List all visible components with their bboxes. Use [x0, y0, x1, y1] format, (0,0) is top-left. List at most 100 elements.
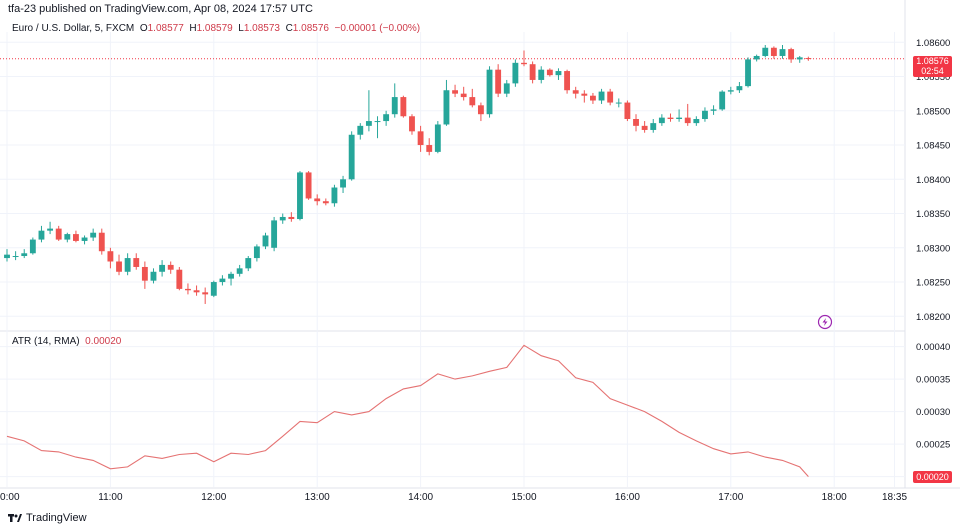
candle-body: [615, 102, 622, 104]
candle: [262, 232, 269, 250]
candle: [702, 107, 708, 122]
candle-body: [4, 254, 10, 259]
candle-body: [12, 256, 19, 258]
candle: [409, 114, 415, 135]
x-tick-label: 12:00: [201, 492, 226, 503]
candle-body: [555, 71, 562, 76]
candle-body: [29, 239, 36, 254]
candle: [529, 61, 536, 84]
candle-body: [753, 55, 760, 60]
symbol-label[interactable]: Euro / U.S. Dollar, 5, FXCM: [12, 23, 135, 34]
candle-body: [495, 69, 502, 94]
candle: [745, 57, 751, 88]
candle: [684, 103, 691, 126]
candle-body: [486, 69, 493, 115]
candle-body: [658, 117, 665, 124]
candle: [503, 79, 510, 98]
candle: [357, 123, 364, 140]
candle: [374, 116, 381, 139]
lightning-bolt-icon[interactable]: [817, 314, 833, 330]
candle: [667, 113, 674, 122]
candle: [727, 86, 734, 95]
candle: [305, 171, 312, 200]
candle: [47, 221, 54, 235]
candle: [219, 275, 226, 286]
price-tick-label: 1.08350: [916, 209, 950, 220]
footer-branding: TradingView: [8, 512, 87, 524]
high-value: 1.08579: [196, 23, 233, 34]
open-value: 1.08577: [147, 23, 184, 34]
change-value: −0.00001 (−0.00%): [334, 23, 421, 34]
candle: [210, 280, 217, 298]
candle-body: [185, 288, 191, 291]
candle-body: [47, 228, 54, 231]
close-label: C: [285, 23, 293, 34]
candle: [796, 55, 803, 63]
candle: [271, 216, 278, 252]
x-tick-label: 18:00: [822, 492, 847, 503]
candle-body: [727, 90, 734, 92]
candle-body: [788, 49, 795, 60]
candle: [107, 247, 114, 269]
candle: [598, 88, 605, 104]
footer-brand: TradingView: [26, 512, 87, 524]
candle: [38, 225, 45, 243]
candle-body: [684, 117, 691, 124]
candle: [546, 68, 553, 77]
candle: [176, 266, 183, 291]
atr-tick-label: 0.00040: [916, 342, 950, 353]
candle-body: [288, 216, 295, 220]
candle: [331, 184, 338, 207]
candle: [116, 254, 122, 276]
candle-body: [633, 119, 639, 126]
candle-body: [21, 253, 28, 257]
candle-body: [133, 258, 140, 267]
published-caption: tfa-23 published on TradingView.com, Apr…: [8, 3, 313, 15]
candle: [693, 116, 700, 126]
candle-body: [81, 237, 88, 241]
candle: [21, 249, 28, 259]
candle-body: [719, 91, 726, 110]
candle: [495, 64, 502, 98]
close-value: 1.08576: [292, 23, 329, 34]
candle: [29, 237, 36, 255]
candle: [762, 45, 769, 58]
candle-body: [702, 110, 708, 120]
candle: [193, 285, 200, 296]
candle-body: [167, 264, 174, 270]
candle: [417, 125, 424, 152]
candle-body: [676, 117, 683, 120]
candle: [228, 271, 234, 286]
candle: [676, 109, 683, 122]
high-label: H: [189, 23, 197, 34]
candle-body: [365, 121, 372, 126]
x-tick-label: 18:35: [882, 492, 907, 503]
candle-body: [417, 131, 424, 146]
candle: [486, 66, 493, 118]
candle-body: [73, 234, 79, 241]
candle-body: [357, 125, 364, 135]
candle: [581, 90, 588, 103]
candle: [159, 260, 166, 277]
atr-legend: ATR (14, RMA) 0.00020: [12, 336, 121, 347]
candle-body: [460, 93, 467, 98]
candle-body: [409, 116, 415, 132]
last-price-value: 1.08576: [916, 56, 949, 66]
low-value: 1.08573: [243, 23, 280, 34]
atr-name[interactable]: ATR (14, RMA): [12, 336, 80, 347]
main-legend: Euro / U.S. Dollar, 5, FXCM O1.08577 H1.…: [12, 23, 420, 34]
candle: [90, 228, 97, 241]
candle: [12, 251, 19, 261]
candle: [150, 268, 157, 284]
candle: [185, 283, 191, 295]
candle-body: [383, 114, 390, 122]
candle-body: [314, 198, 321, 202]
candle: [434, 121, 441, 154]
candle-body: [564, 71, 571, 91]
price-tick-label: 1.08300: [916, 243, 950, 254]
candle: [279, 213, 286, 224]
atr-tick-label: 0.00025: [916, 440, 950, 451]
candle: [391, 83, 398, 118]
candle-body: [477, 105, 484, 115]
